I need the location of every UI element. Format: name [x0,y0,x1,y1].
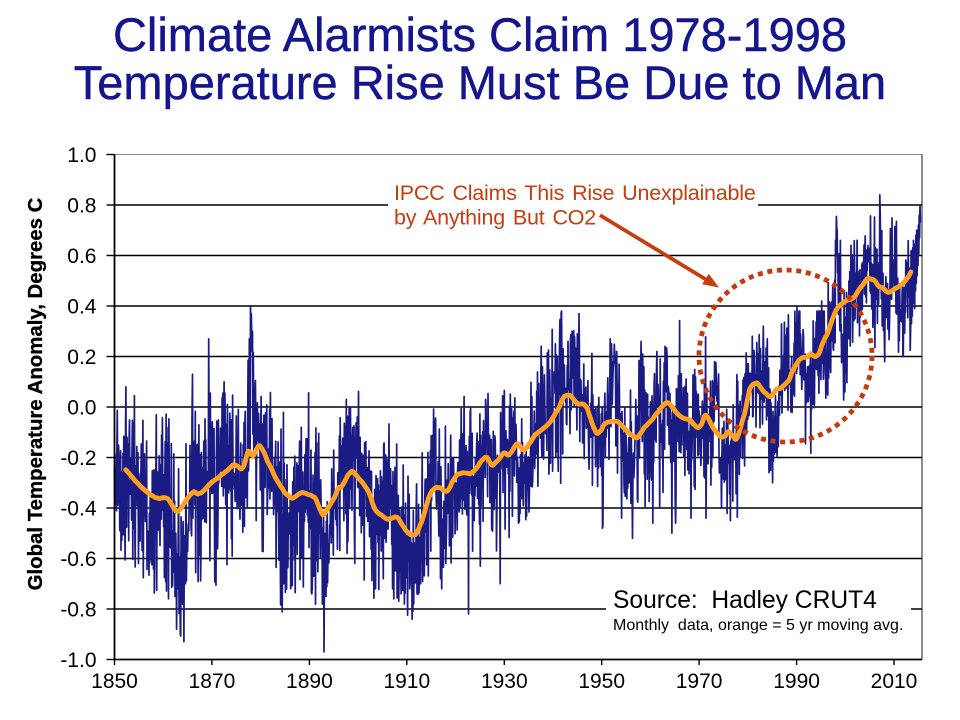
svg-text:1990: 1990 [773,670,820,693]
svg-text:Global Temperature Anomaly, De: Global Temperature Anomaly, Degrees C [25,197,47,590]
svg-text:Monthly data, orange = 5 yr m: Monthly data, orange = 5 yr moving avg. [613,617,903,634]
svg-text:1870: 1870 [189,670,236,693]
svg-text:1.0: 1.0 [67,144,96,167]
svg-text:-0.4: -0.4 [60,498,97,521]
svg-text:IPCC Claims This Rise Unexplai: IPCC Claims This Rise Unexplainable [394,181,756,205]
svg-text:0.2: 0.2 [67,346,96,369]
svg-text:0.8: 0.8 [67,195,96,218]
svg-text:0.0: 0.0 [67,397,96,420]
svg-text:2010: 2010 [871,670,918,693]
svg-text:-1.0: -1.0 [60,649,96,672]
svg-text:-0.2: -0.2 [60,447,96,470]
svg-text:0.6: 0.6 [67,245,96,268]
svg-text:0.4: 0.4 [67,296,97,319]
svg-text:1910: 1910 [383,670,430,693]
svg-text:-0.6: -0.6 [60,548,96,571]
svg-text:Source: Hadley CRUT4: Source: Hadley CRUT4 [613,587,877,614]
svg-text:1890: 1890 [286,670,333,693]
svg-text:by Anything But CO2: by Anything But CO2 [394,206,596,230]
svg-text:1850: 1850 [91,670,138,693]
svg-text:1930: 1930 [481,670,528,693]
svg-text:1970: 1970 [676,670,723,693]
svg-text:-0.8: -0.8 [60,599,96,622]
svg-text:1950: 1950 [578,670,625,693]
